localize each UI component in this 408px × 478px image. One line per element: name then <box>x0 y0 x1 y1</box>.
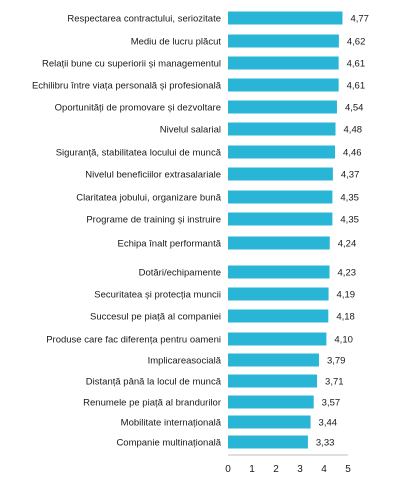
x-tick-label: 5 <box>345 464 351 475</box>
value-label: 4,35 <box>340 193 359 204</box>
value-label: 3,44 <box>319 418 338 429</box>
bar <box>228 56 339 70</box>
value-label: 3,57 <box>322 398 341 409</box>
category-label: Oportunități de promovare și dezvoltare <box>55 103 221 114</box>
value-label: 4,23 <box>338 268 357 279</box>
category-label: Nivelul beneficiilor extrasalariale <box>85 170 221 181</box>
category-label: Programe de training și instruire <box>86 215 221 226</box>
bar <box>228 78 339 92</box>
bar <box>228 11 343 25</box>
category-label: Mobilitate internațională <box>121 418 222 429</box>
category-label: Succesul pe piață al companiei <box>90 312 221 323</box>
bar <box>228 332 327 346</box>
value-label: 4,62 <box>347 37 366 48</box>
value-label: 4,48 <box>344 125 363 136</box>
value-label: 4,35 <box>340 215 359 226</box>
value-label: 4,10 <box>334 335 353 346</box>
bar <box>228 309 329 323</box>
x-tick-label: 0 <box>225 464 231 475</box>
bar <box>228 265 330 279</box>
bar <box>228 100 337 114</box>
value-label: 4,61 <box>347 81 366 92</box>
x-tick-label: 2 <box>273 464 279 475</box>
category-labels: Respectarea contractului, seriozitate Med… <box>32 14 222 449</box>
category-label: Dotări/echipamente <box>139 268 221 279</box>
category-label: Renumele pe piață al brandurilor <box>83 398 221 409</box>
bar <box>228 353 319 367</box>
value-label: 4,37 <box>341 170 360 181</box>
bar <box>228 395 314 409</box>
value-label: 3,79 <box>327 356 346 367</box>
category-label: Echilibru între viața personală și profe… <box>32 81 222 92</box>
category-label: Companie multinațională <box>116 438 221 449</box>
value-label: 4,46 <box>343 148 362 159</box>
bar <box>228 435 308 449</box>
x-tick-label: 1 <box>249 464 255 475</box>
value-label: 3,33 <box>316 438 335 449</box>
category-label: Produse care fac diferența pentru oameni <box>46 335 221 346</box>
category-label: Nivelul salarial <box>160 125 221 136</box>
value-label: 4,18 <box>336 312 355 323</box>
category-label: Siguranță, stabilitatea locului de muncă <box>56 148 222 159</box>
category-label: Mediu de lucru plăcut <box>131 37 222 48</box>
category-label: Claritatea jobului, organizare bună <box>76 193 221 204</box>
bar <box>228 374 318 388</box>
bar <box>228 167 333 181</box>
bar <box>228 122 336 136</box>
value-label: 3,71 <box>325 377 344 388</box>
bar <box>228 145 336 159</box>
category-label: Respectarea contractului, seriozitate <box>67 14 221 25</box>
bar <box>228 190 333 204</box>
value-label: 4,77 <box>350 14 369 25</box>
category-label: Relații bune cu superiorii și management… <box>42 59 221 70</box>
bar <box>228 34 339 48</box>
value-label: 4,19 <box>337 290 356 301</box>
value-label: 4,61 <box>347 59 366 70</box>
value-label: 4,24 <box>338 239 357 250</box>
category-label: Securitatea și protecția muncii <box>94 290 221 301</box>
bars-group <box>228 11 343 449</box>
value-label: 4,54 <box>345 103 364 114</box>
bar <box>228 415 311 429</box>
x-tick-label: 4 <box>321 464 327 475</box>
bar <box>228 236 330 250</box>
category-label: Distanță până la locul de muncă <box>86 377 222 388</box>
x-tick-label: 3 <box>297 464 303 475</box>
category-label: Implicareasocială <box>148 356 222 367</box>
category-label: Echipa înalt performantă <box>117 239 221 250</box>
x-axis-ticks: 0 1 2 3 4 5 <box>225 464 351 475</box>
bar <box>228 212 333 226</box>
bar <box>228 287 329 301</box>
value-labels: 4,77 4,62 4,61 4,61 4,54 4,48 4,46 4,37 4,35 4,35… <box>316 14 369 449</box>
